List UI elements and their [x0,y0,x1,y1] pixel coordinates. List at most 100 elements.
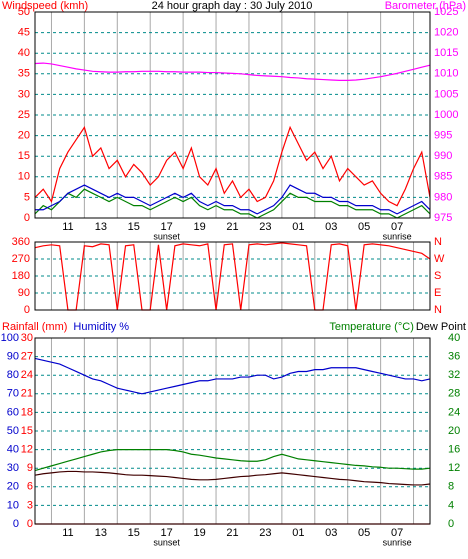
y2-tick-label: 12 [448,462,460,474]
y2-tick-label: 1015 [434,47,458,59]
y-tick-label: 0 [13,518,19,530]
x-tick-label: 11 [62,221,73,233]
series-line [34,470,431,486]
x-tick-label: 07 [391,221,403,233]
y3-tick-label: 27 [21,351,33,363]
y-tick-label: 0 [24,212,30,224]
y2-tick-label: 980 [434,191,452,203]
x-tick-label: 13 [95,527,107,539]
y2-tick-label: 16 [448,444,460,456]
series-line [34,125,431,207]
series-line [35,184,431,215]
y-tick-label: 10 [18,171,30,183]
y-tick-label: 50 [18,6,30,18]
y2-tick-label: 1020 [434,27,458,39]
x-tick-label: 07 [391,527,403,539]
y2-tick-label: S [434,270,441,282]
x-tick-label: 21 [226,221,238,233]
y2-tick-label: 990 [434,150,452,162]
x-tick-label: 11 [62,527,73,539]
series-line [34,62,431,81]
x-tick-label: 15 [128,527,140,539]
y-tick-label: 40 [7,444,19,456]
annotation: sunset [153,231,180,241]
x-tick-label: 13 [95,221,107,233]
y-tick-label: 25 [18,109,30,121]
y3-tick-label: 6 [27,481,33,493]
y2-tick-label: 985 [434,171,452,183]
y2-tick-label: N [434,304,442,316]
axis-label: Barometer (hPa) [385,0,466,12]
annotation: sunset [153,537,180,547]
y-tick-label: 45 [18,27,30,39]
y2-tick-label: 24 [448,406,460,418]
annotation: sunrise [383,231,412,241]
series-line [34,242,431,311]
axis-label: Temperature (°C) [329,321,413,333]
y-tick-label: 70 [7,388,19,400]
y-tick-label: 180 [12,270,30,282]
y3-tick-label: 21 [21,388,33,400]
y2-tick-label: N [434,236,442,248]
y-tick-label: 10 [7,499,19,511]
x-tick-label: 19 [193,527,205,539]
x-tick-label: 23 [259,221,271,233]
y2-tick-label: 1005 [434,88,458,100]
annotation: sunrise [383,537,412,547]
y3-tick-label: 12 [21,444,33,456]
axis-label: Rainfall (mm) [2,321,67,333]
y2-tick-label: 36 [448,351,460,363]
plot-area [35,12,430,218]
y2-tick-label: 1000 [434,109,458,121]
x-tick-label: 03 [325,527,337,539]
axis-label: Windspeed (kmh) [2,0,88,12]
y2-tick-label: 995 [434,130,452,142]
x-tick-label: 17 [161,221,173,233]
x-tick-label: 01 [292,221,304,233]
y2-tick-label: 32 [448,369,460,381]
x-tick-label: 05 [358,221,370,233]
y-tick-label: 20 [18,130,30,142]
y2-tick-label: 40 [448,332,460,344]
y-tick-label: 60 [7,406,19,418]
y3-tick-label: 9 [27,462,33,474]
plot-frame [34,11,431,219]
y2-tick-label: 28 [448,388,460,400]
x-tick-label: 01 [292,527,304,539]
y-tick-label: 90 [18,287,30,299]
y-tick-label: 360 [12,236,30,248]
x-tick-label: 05 [358,527,370,539]
y3-tick-label: 30 [21,332,33,344]
y-tick-label: 35 [18,68,30,80]
series-line [34,188,431,219]
y-tick-label: 80 [7,369,19,381]
y2-tick-label: 1025 [434,6,458,18]
y-tick-label: 0 [24,304,30,316]
y-tick-label: 20 [7,481,19,493]
y3-tick-label: 18 [21,406,33,418]
y2-tick-label: 20 [448,425,460,437]
y3-tick-label: 3 [27,499,33,511]
y3-tick-label: 0 [27,518,33,530]
y2-tick-label: W [434,253,445,265]
y-tick-label: 90 [7,351,19,363]
x-tick-label: 03 [325,221,337,233]
y2-tick-label: 4 [448,499,454,511]
axis-label: Dew Point [416,321,466,333]
chart-title: 24 hour graph day : 30 July 2010 [152,0,313,12]
x-tick-label: 23 [259,527,271,539]
y2-tick-label: E [434,287,441,299]
plot-area [35,242,430,310]
y-tick-label: 30 [7,462,19,474]
y-tick-label: 15 [18,150,30,162]
y2-tick-label: 8 [448,481,454,493]
plot-frame [34,337,431,525]
plot-frame [34,241,431,311]
y-tick-label: 50 [7,425,19,437]
plot-area [35,338,430,524]
y3-tick-label: 15 [21,425,33,437]
x-tick-label: 17 [161,527,173,539]
y-tick-label: 5 [24,191,30,203]
y2-tick-label: 975 [434,212,452,224]
